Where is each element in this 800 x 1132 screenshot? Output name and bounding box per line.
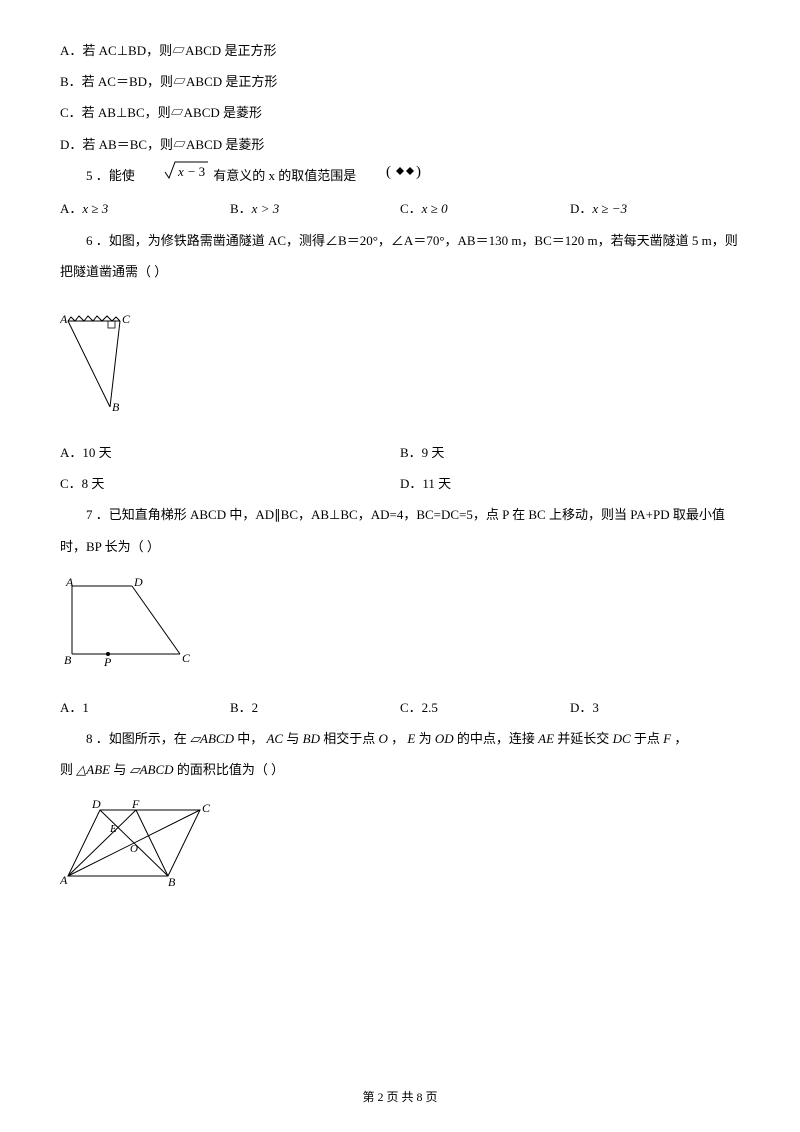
- q6-figure: A C B: [60, 299, 740, 425]
- q8-para: ▱ABCD: [130, 762, 174, 777]
- svg-text:P: P: [103, 655, 112, 669]
- q8-t5: ，: [391, 731, 404, 746]
- q8-s4: O: [378, 731, 387, 746]
- svg-text:B: B: [168, 875, 176, 889]
- q5-stem-mid: 有意义的 x 的取值范围是: [213, 168, 356, 183]
- q8-s1: ▱ABCD: [190, 731, 234, 746]
- q8-t10: ，: [674, 731, 687, 746]
- q7-stem: 7 ．已知直角梯形 ABCD 中，AD∥BC，AB⊥BC，AD=4，BC=DC=…: [60, 499, 740, 561]
- q8-s5: E: [407, 731, 415, 746]
- page-footer: 第 2 页 共 8 页: [0, 1083, 800, 1112]
- svg-text:B: B: [64, 653, 72, 667]
- q5-optB-label: B．: [230, 201, 252, 216]
- q8-s7: AE: [538, 731, 554, 746]
- q6-options-row1: A．10 天 B．9 天: [60, 437, 740, 468]
- q7-options: A．1 B．2 C．2.5 D．3: [60, 692, 740, 723]
- q5-stem: 5 ．能使 x − 3 有意义的 x 的取值范围是 ( ): [60, 160, 740, 194]
- svg-text:E: E: [109, 823, 117, 835]
- q7-option-a: A．1: [60, 692, 230, 723]
- q5-option-c: C．x ≥ 0: [400, 193, 570, 224]
- svg-text:A: A: [65, 575, 74, 589]
- q6-option-b: B．9 天: [400, 437, 740, 468]
- svg-text:D: D: [133, 575, 143, 589]
- svg-text:D: D: [91, 798, 101, 811]
- q7-option-b: B．2: [230, 692, 400, 723]
- q8-figure: D F C A B E O: [60, 798, 740, 901]
- q6-options-row2: C．8 天 D．11 天: [60, 468, 740, 499]
- q8-tri: △ABE: [76, 762, 110, 777]
- prev-option-b: B．若 AC＝BD，则▱ABCD 是正方形: [60, 66, 740, 97]
- q8-t9: 于点: [634, 731, 660, 746]
- svg-text:A: A: [60, 312, 68, 326]
- q5-option-d: D．x ≥ −3: [570, 193, 740, 224]
- svg-text:x: x: [177, 164, 184, 179]
- q5-optC-math: x ≥ 0: [422, 201, 448, 216]
- prev-option-c: C．若 AB⊥BC，则▱ABCD 是菱形: [60, 97, 740, 128]
- svg-text:F: F: [131, 798, 140, 811]
- svg-text:C: C: [122, 312, 130, 326]
- prev-option-d: D．若 AB＝BC，则▱ABCD 是菱形: [60, 129, 740, 160]
- svg-text:O: O: [130, 843, 138, 855]
- q8-stem-line1: 8 ．如图所示，在 ▱ABCD 中， AC 与 BD 相交于点 O ， E 为 …: [60, 723, 740, 754]
- q8-l2-mid: 与: [113, 762, 126, 777]
- q8-t4: 相交于点: [323, 731, 375, 746]
- q8-pre: 8 ．如图所示，在: [86, 731, 187, 746]
- q8-s8: DC: [613, 731, 631, 746]
- q5-options: A．x ≥ 3 B．x > 3 C．x ≥ 0 D．x ≥ −3: [60, 193, 740, 224]
- q7-figure: A D B P C: [60, 574, 740, 680]
- q5-option-b: B．x > 3: [230, 193, 400, 224]
- q8-s6: OD: [435, 731, 454, 746]
- svg-text:): ): [416, 164, 421, 180]
- paren-diamond: ( ): [360, 161, 426, 192]
- q5-stem-pre: 5 ．能使: [86, 168, 135, 183]
- q8-s9: F: [663, 731, 671, 746]
- q6-stem: 6 ．如图，为修铁路需凿通隧道 AC，测得∠B＝20°，∠A＝70°，AB＝13…: [60, 225, 740, 287]
- q8-s3: BD: [303, 731, 320, 746]
- q5-optA-label: A．: [60, 201, 82, 216]
- q8-stem-line2: 则 △ABE 与 ▱ABCD 的面积比值为（ ）: [60, 754, 740, 785]
- q5-optC-label: C．: [400, 201, 422, 216]
- q5-optD-math: x ≥ −3: [592, 201, 627, 216]
- svg-text:− 3: − 3: [188, 164, 205, 179]
- q8-l2-post: 的面积比值为（ ）: [177, 762, 284, 777]
- q5-optB-math: x > 3: [252, 201, 280, 216]
- sqrt-expression: x − 3: [138, 160, 210, 193]
- q8-t8: 并延长交: [557, 731, 609, 746]
- q6-option-c: C．8 天: [60, 468, 400, 499]
- prev-option-a: A．若 AC⊥BD，则▱ABCD 是正方形: [60, 35, 740, 66]
- q5-option-a: A．x ≥ 3: [60, 193, 230, 224]
- svg-text:(: (: [386, 164, 391, 180]
- q8-l2-pre: 则: [60, 762, 73, 777]
- q5-optD-label: D．: [570, 201, 592, 216]
- q8-t6: 为: [419, 731, 432, 746]
- q6-option-d: D．11 天: [400, 468, 740, 499]
- q8-t7: 的中点，连接: [457, 731, 535, 746]
- q6-option-a: A．10 天: [60, 437, 400, 468]
- svg-text:C: C: [182, 651, 191, 665]
- q8-s2: AC: [266, 731, 283, 746]
- svg-text:B: B: [112, 400, 120, 414]
- q8-t2: 中，: [237, 731, 263, 746]
- q8-t3: 与: [286, 731, 299, 746]
- q5-optA-math: x ≥ 3: [82, 201, 108, 216]
- q7-option-c: C．2.5: [400, 692, 570, 723]
- svg-text:A: A: [60, 873, 68, 887]
- q7-option-d: D．3: [570, 692, 740, 723]
- svg-text:C: C: [202, 801, 211, 815]
